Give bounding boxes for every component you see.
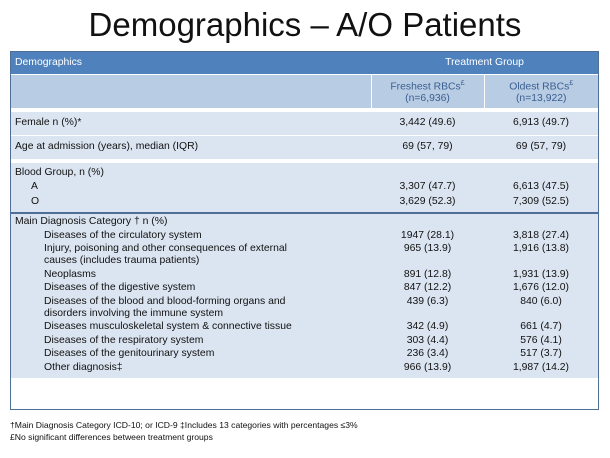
diag-fresh: 439 (6.3) <box>371 294 484 321</box>
diag-fresh: 236 (3.4) <box>371 347 484 361</box>
oldest-label: Oldest RBCs <box>509 81 570 93</box>
diag-old: 1,676 (12.0) <box>484 281 599 295</box>
blood-a-label: A <box>11 179 371 194</box>
table-row: Diseases of the circulatory system 1947 … <box>11 228 599 243</box>
blood-o-fresh: 3,629 (52.3) <box>371 193 484 214</box>
blood-group-label: Blood Group, n (%) <box>11 163 371 180</box>
diag-old: 1,916 (13.8) <box>484 242 599 268</box>
table-row-blood-group: Blood Group, n (%) <box>11 163 599 180</box>
diag-label: Diseases of the circulatory system <box>11 228 371 243</box>
table-row-age: Age at admission (years), median (IQR) 6… <box>11 135 599 160</box>
diag-label: Diseases of the respiratory system <box>11 333 371 348</box>
slide-title: Demographics – A/O Patients <box>88 6 522 43</box>
freshest-mark: £ <box>460 79 465 87</box>
diag-old: 517 (3.7) <box>484 347 599 361</box>
subheader-freshest: Freshest RBCs£ (n=6,936) <box>371 74 485 108</box>
diag-fresh: 303 (4.4) <box>371 333 484 348</box>
freshest-n: (n=6,936) <box>405 93 450 105</box>
diag-old: 1,931 (13.9) <box>484 267 599 282</box>
diag-label: Diseases musculoskeletal system & connec… <box>11 320 371 334</box>
blood-a-fresh: 3,307 (47.7) <box>371 179 484 194</box>
table-row: Injury, poisoning and other consequences… <box>11 242 599 268</box>
table-row: Diseases of the respiratory system 303 (… <box>11 333 599 348</box>
diag-label: Other diagnosis‡ <box>11 360 371 379</box>
age-old: 69 (57, 79) <box>484 135 599 160</box>
diagnosis-label: Main Diagnosis Category † n (%) <box>11 212 371 229</box>
diag-label: Injury, poisoning and other consequences… <box>11 242 371 268</box>
table-row: Other diagnosis‡ 966 (13.9) 1,987 (14.2) <box>11 360 599 379</box>
diag-label: Diseases of the genitourinary system <box>11 347 371 361</box>
subheader-blank <box>11 74 372 108</box>
table-row: A 3,307 (47.7) 6,613 (47.5) <box>11 179 599 194</box>
table-row-female: Female n (%)* 3,442 (49.6) 6,913 (49.7) <box>11 111 599 136</box>
diag-old: 661 (4.7) <box>484 320 599 334</box>
female-label: Female n (%)* <box>11 111 371 136</box>
blood-a-old: 6,613 (47.5) <box>484 179 599 194</box>
table-subheader-row: Freshest RBCs£ (n=6,936) Oldest RBCs£ (n… <box>11 74 599 108</box>
table-row: Diseases of the digestive system 847 (12… <box>11 281 599 295</box>
female-fresh: 3,442 (49.6) <box>371 111 484 136</box>
diag-fresh: 965 (13.9) <box>371 242 484 268</box>
diag-fresh: 966 (13.9) <box>371 360 484 379</box>
header-treatment-group: Treatment Group <box>371 52 599 75</box>
blood-o-old: 7,309 (52.5) <box>484 193 599 214</box>
diag-label: Neoplasms <box>11 267 371 282</box>
freshest-label: Freshest RBCs <box>390 81 461 93</box>
footnote-icd: †Main Diagnosis Category ICD-10; or ICD-… <box>10 420 358 430</box>
diag-old: 840 (6.0) <box>484 294 599 321</box>
age-label: Age at admission (years), median (IQR) <box>11 135 371 160</box>
female-old: 6,913 (49.7) <box>484 111 599 136</box>
diag-label: Diseases of the digestive system <box>11 281 371 295</box>
footnote-no-difference: £No significant differences between trea… <box>10 432 213 442</box>
table-header-row: Demographics Treatment Group <box>11 52 599 75</box>
table-row: O 3,629 (52.3) 7,309 (52.5) <box>11 193 599 214</box>
diag-old: 3,818 (27.4) <box>484 228 599 243</box>
diag-fresh: 342 (4.9) <box>371 320 484 334</box>
diag-fresh: 891 (12.8) <box>371 267 484 282</box>
demographics-table: Demographics Treatment Group Freshest RB… <box>10 51 599 410</box>
diag-fresh: 847 (12.2) <box>371 281 484 295</box>
oldest-mark: £ <box>569 79 574 87</box>
table-row-diagnosis-heading: Main Diagnosis Category † n (%) <box>11 212 599 229</box>
oldest-n: (n=13,922) <box>515 93 567 105</box>
table-row: Neoplasms 891 (12.8) 1,931 (13.9) <box>11 267 599 282</box>
age-fresh: 69 (57, 79) <box>371 135 484 160</box>
diag-old: 576 (4.1) <box>484 333 599 348</box>
table-row: Diseases musculoskeletal system & connec… <box>11 320 599 334</box>
table-row: Diseases of the blood and blood-forming … <box>11 294 599 321</box>
diag-old: 1,987 (14.2) <box>484 360 599 379</box>
header-demographics: Demographics <box>11 52 371 75</box>
subheader-oldest: Oldest RBCs£ (n=13,922) <box>484 74 599 108</box>
blood-o-label: O <box>11 193 371 214</box>
table-row: Diseases of the genitourinary system 236… <box>11 347 599 361</box>
diag-fresh: 1947 (28.1) <box>371 228 484 243</box>
diag-label: Diseases of the blood and blood-forming … <box>11 294 371 321</box>
